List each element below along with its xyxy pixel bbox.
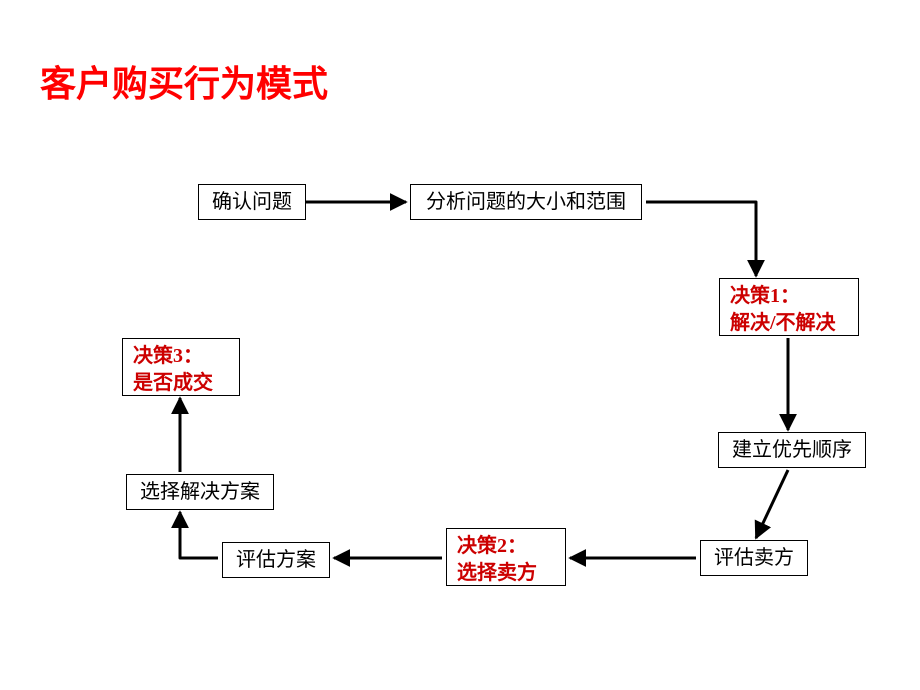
flowchart-node-n1: 确认问题	[198, 184, 306, 220]
flowchart-node-n5: 评估卖方	[700, 540, 808, 576]
page-title: 客户购买行为模式	[40, 55, 328, 107]
flowchart-node-n3: 决策1：解决/不解决	[719, 278, 859, 336]
flowchart-node-n7: 评估方案	[222, 542, 330, 578]
flowchart-node-n2: 分析问题的大小和范围	[410, 184, 642, 220]
flowchart-edge-e2	[646, 202, 756, 276]
flowchart-edge-e4	[756, 470, 788, 538]
slide-canvas: 客户购买行为模式 确认问题 分析问题的大小和范围决策1：解决/不解决建立优先顺序评…	[0, 0, 920, 690]
flowchart-node-n8: 选择解决方案	[126, 474, 274, 510]
flowchart-edge-e7	[180, 512, 218, 558]
flowchart-node-n6: 决策2：选择卖方	[446, 528, 566, 586]
flowchart-node-n4: 建立优先顺序	[718, 432, 866, 468]
flowchart-node-n9: 决策3：是否成交	[122, 338, 240, 396]
